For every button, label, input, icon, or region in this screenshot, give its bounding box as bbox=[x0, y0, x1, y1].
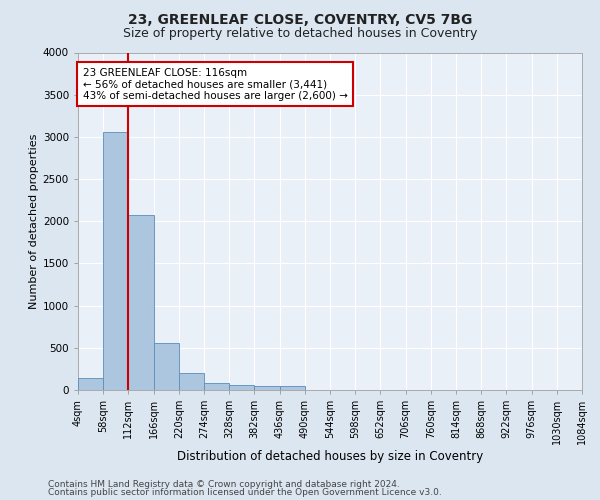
Text: Contains public sector information licensed under the Open Government Licence v3: Contains public sector information licen… bbox=[48, 488, 442, 497]
Y-axis label: Number of detached properties: Number of detached properties bbox=[29, 134, 38, 309]
Bar bbox=[154, 343, 179, 390]
Text: 23 GREENLEAF CLOSE: 116sqm
← 56% of detached houses are smaller (3,441)
43% of s: 23 GREENLEAF CLOSE: 116sqm ← 56% of deta… bbox=[83, 68, 347, 101]
Bar bbox=[179, 373, 204, 390]
Bar bbox=[229, 386, 254, 390]
Bar bbox=[280, 386, 305, 390]
Bar bbox=[103, 132, 128, 390]
Text: 23, GREENLEAF CLOSE, COVENTRY, CV5 7BG: 23, GREENLEAF CLOSE, COVENTRY, CV5 7BG bbox=[128, 12, 472, 26]
Text: Contains HM Land Registry data © Crown copyright and database right 2024.: Contains HM Land Registry data © Crown c… bbox=[48, 480, 400, 489]
X-axis label: Distribution of detached houses by size in Coventry: Distribution of detached houses by size … bbox=[177, 450, 483, 463]
Text: Size of property relative to detached houses in Coventry: Size of property relative to detached ho… bbox=[123, 28, 477, 40]
Bar bbox=[128, 216, 154, 390]
Bar bbox=[204, 383, 229, 390]
Bar bbox=[78, 378, 103, 390]
Bar bbox=[254, 386, 280, 390]
